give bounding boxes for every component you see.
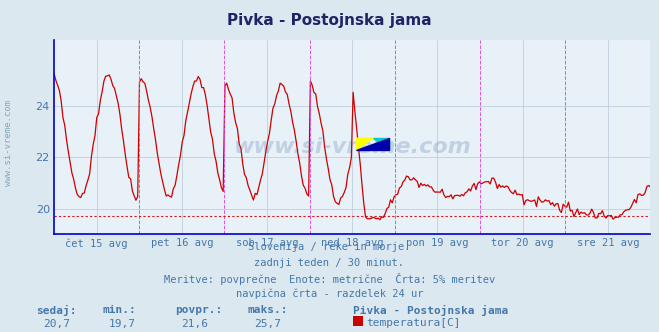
Text: sedaj:: sedaj: <box>36 305 76 316</box>
Text: navpična črta - razdelek 24 ur: navpična črta - razdelek 24 ur <box>236 288 423 299</box>
Text: temperatura[C]: temperatura[C] <box>366 318 461 328</box>
Text: povpr.:: povpr.: <box>175 305 222 315</box>
Text: 25,7: 25,7 <box>254 319 281 329</box>
Text: Meritve: povprečne  Enote: metrične  Črta: 5% meritev: Meritve: povprečne Enote: metrične Črta:… <box>164 273 495 285</box>
Text: Pivka - Postojnska jama: Pivka - Postojnska jama <box>227 13 432 28</box>
Text: 20,7: 20,7 <box>43 319 70 329</box>
Text: Pivka - Postojnska jama: Pivka - Postojnska jama <box>353 305 508 316</box>
Text: www.si-vreme.com: www.si-vreme.com <box>4 100 13 186</box>
Text: Slovenija / reke in morje.: Slovenija / reke in morje. <box>248 242 411 252</box>
Text: www.si-vreme.com: www.si-vreme.com <box>233 137 471 157</box>
Text: maks.:: maks.: <box>247 305 287 315</box>
Polygon shape <box>373 138 389 150</box>
Text: zadnji teden / 30 minut.: zadnji teden / 30 minut. <box>254 258 405 268</box>
Polygon shape <box>357 138 373 150</box>
Polygon shape <box>357 138 389 150</box>
Text: 19,7: 19,7 <box>109 319 136 329</box>
Text: 21,6: 21,6 <box>181 319 208 329</box>
Text: min.:: min.: <box>102 305 136 315</box>
